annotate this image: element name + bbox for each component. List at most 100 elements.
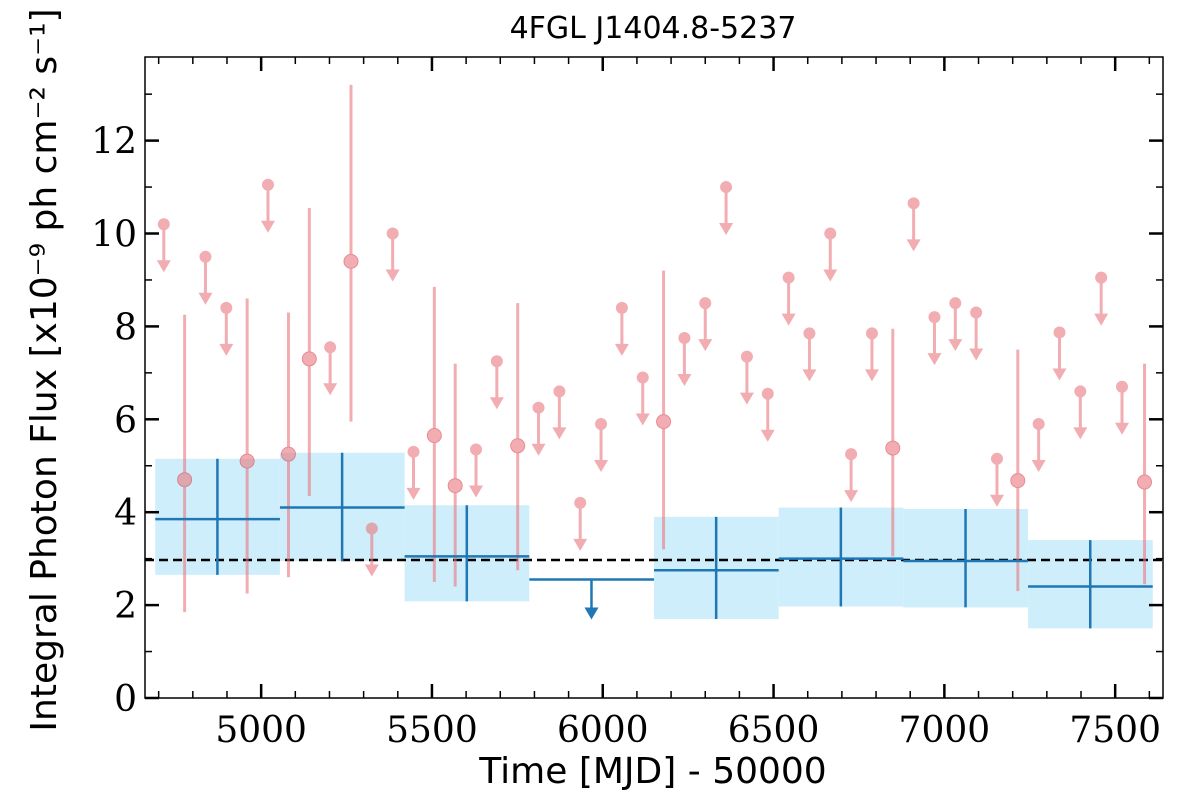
short-bin-point	[426, 286, 442, 582]
chart-title: 4FGL J1404.8-5237	[510, 11, 797, 46]
short-bin-marker	[510, 438, 526, 454]
upper-limit-arrow	[635, 413, 650, 426]
short-bin-point	[635, 371, 650, 426]
short-bin-marker	[782, 271, 795, 284]
short-bin-point	[489, 355, 504, 410]
short-bin-point	[802, 327, 817, 382]
short-bin-point	[469, 443, 484, 498]
upper-limit-arrow	[864, 369, 879, 382]
short-bin-point	[343, 84, 359, 422]
long-bin-ul-arrow	[584, 607, 599, 620]
short-bin-marker	[470, 443, 483, 456]
short-bin-point	[177, 314, 193, 613]
y-tick-label: 0	[114, 679, 137, 720]
x-tick-label: 7000	[899, 710, 991, 751]
upper-limit-arrow	[781, 313, 796, 326]
upper-limit-arrow	[906, 239, 921, 252]
upper-limit-arrow	[156, 260, 171, 273]
short-bin-marker	[490, 355, 503, 368]
short-bin-point	[1031, 417, 1046, 472]
plot-area: 5000 5500 6000 6500 7000 7500 0 2 4 6 8 10 12	[91, 56, 1164, 751]
short-bin-point	[198, 250, 213, 305]
upper-limit-arrow	[677, 374, 692, 387]
x-tick-label: 7500	[1069, 710, 1161, 751]
upper-limit-arrow	[614, 343, 629, 356]
short-bin-marker	[928, 311, 941, 324]
short-bin-point	[1137, 363, 1153, 585]
x-tick-label: 6000	[557, 710, 649, 751]
short-bin-marker	[845, 448, 858, 461]
upper-limit-arrow	[219, 343, 234, 356]
short-bin-point	[698, 297, 713, 352]
short-bin-point	[1010, 349, 1026, 592]
short-bin-marker	[1137, 474, 1153, 490]
short-bin-marker	[678, 332, 691, 345]
short-bin-marker	[239, 453, 255, 469]
short-bin-marker	[949, 297, 962, 310]
short-bin-marker	[1032, 417, 1045, 430]
short-bin-point	[614, 301, 629, 356]
short-bin-marker	[1116, 380, 1129, 393]
short-bin-marker	[740, 350, 753, 363]
short-bin-marker	[447, 478, 463, 494]
short-bin-point	[219, 301, 234, 356]
short-bin-point	[260, 178, 275, 233]
short-bin-marker	[761, 387, 774, 400]
short-bin-point	[385, 227, 400, 282]
short-bin-point	[823, 227, 838, 282]
short-bin-marker	[199, 250, 212, 263]
short-bin-point	[885, 328, 901, 557]
short-bin-marker	[990, 452, 1003, 465]
short-bin-marker	[280, 446, 296, 462]
upper-limit-arrow	[698, 339, 713, 352]
upper-limit-arrow	[552, 427, 567, 440]
short-bin-marker	[615, 301, 628, 314]
short-bin-point	[969, 306, 984, 361]
y-tick-label: 8	[114, 307, 137, 348]
short-bin-marker	[1095, 271, 1108, 284]
short-bin-marker	[365, 522, 378, 535]
upper-limit-arrow	[989, 494, 1004, 507]
upper-limit-arrow	[1094, 313, 1109, 326]
upper-limit-arrow	[927, 353, 942, 366]
short-bin-point	[719, 181, 734, 236]
short-bin-point	[1073, 385, 1088, 440]
short-bin-point	[739, 350, 754, 405]
upper-limit-arrow	[385, 269, 400, 282]
upper-limit-arrow	[844, 490, 859, 503]
short-bin-marker	[885, 440, 901, 456]
short-bin-marker	[343, 253, 359, 269]
x-axis-label: Time [MJD] - 50000	[478, 751, 826, 792]
short-bin-marker	[1074, 385, 1087, 398]
short-bin-marker	[220, 301, 233, 314]
upper-limit-arrow	[531, 443, 546, 456]
upper-limit-arrow	[1052, 368, 1067, 381]
short-bin-point	[239, 298, 255, 594]
short-bin-marker	[720, 181, 733, 194]
upper-limit-arrow	[594, 459, 609, 472]
short-bin-marker	[824, 227, 837, 240]
short-bin-marker	[636, 371, 649, 384]
short-bin-point	[656, 270, 672, 550]
short-bin-marker	[324, 341, 337, 354]
short-bin-marker	[553, 385, 566, 398]
short-bin-point	[552, 385, 567, 440]
upper-limit-arrow	[948, 339, 963, 352]
short-bin-point	[406, 445, 421, 500]
short-bin-marker	[157, 218, 170, 231]
y-tick-label: 10	[91, 215, 137, 256]
short-bin-point	[864, 327, 879, 382]
x-tick-label: 5000	[215, 710, 307, 751]
short-bin-marker	[699, 297, 712, 310]
upper-limit-arrow	[719, 223, 734, 236]
short-bin-marker	[301, 351, 317, 367]
short-bin-marker	[970, 306, 983, 319]
upper-limit-arrow	[739, 392, 754, 405]
y-tick-label: 6	[114, 400, 137, 441]
y-tick-label: 12	[91, 122, 137, 163]
short-bin-marker	[1053, 326, 1066, 339]
upper-limit-arrow	[489, 397, 504, 410]
short-bin-point	[531, 401, 546, 456]
short-bin-marker	[656, 414, 672, 430]
